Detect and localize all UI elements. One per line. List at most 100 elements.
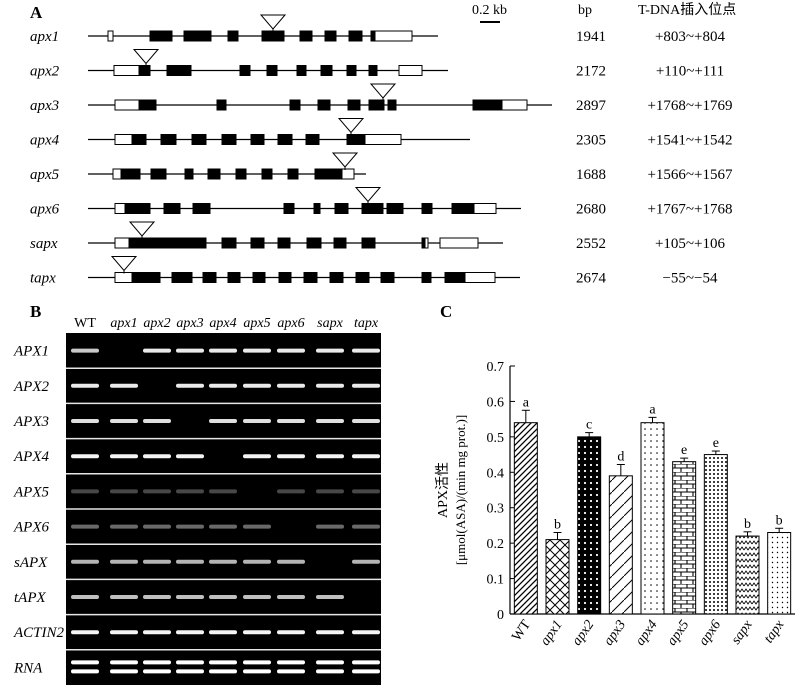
exon [324,30,337,42]
tdna-insertion-marker [128,221,156,239]
exon [250,134,265,145]
rna-band-upper [143,660,171,665]
bar [703,454,728,615]
gene-length: 2674 [576,271,607,287]
gene-structure-panel: A 0.2 kb bp T-DNA插入位点 apx1 1941 +803~+804a… [30,2,736,287]
gel-band [110,630,138,635]
gel-band [71,595,99,599]
gel-band [71,524,99,529]
gene-row-apx4: apx4 2305 +1541~+1542 [30,118,733,149]
bp-column-header: bp [578,3,592,18]
gel-band [352,524,380,529]
gel-band [110,383,138,388]
exon [370,30,376,42]
exon [124,203,151,214]
gel-band [352,454,380,459]
exon [171,272,193,283]
exon [421,203,433,214]
row-label: APX2 [13,379,49,395]
exon [320,65,333,76]
gel-band [143,348,171,353]
utr [114,237,130,249]
exon [346,65,357,76]
gel-band [243,524,271,529]
exon [183,30,212,42]
lane-label: apx6 [277,316,304,331]
row-label: ACTIN2 [13,625,65,641]
gene-length: 2172 [576,64,606,80]
exon [153,237,207,249]
gene-name: apx1 [30,29,59,45]
utr [113,65,140,76]
gel-band [176,348,204,353]
x-tick-label: apx5 [665,618,693,649]
exon [266,65,278,76]
insertion-site: −55~−54 [662,271,718,287]
utr [501,99,528,111]
exon [451,203,475,214]
bar [735,535,760,615]
gel-band [176,383,204,388]
y-axis-label-line1: APX活性 [435,462,451,518]
rna-band-lower [110,669,138,674]
row-label: APX1 [13,344,49,360]
x-tick-label: tapx [761,617,788,646]
gel-band [243,559,271,564]
bar [672,461,697,615]
gel-band [277,595,305,599]
gel-band [209,630,237,635]
exon [368,65,378,76]
gene-name: apx4 [30,133,60,149]
gel-band [143,524,171,529]
gel-band [316,489,344,494]
y-tick-label: 0.6 [487,395,505,410]
exon [131,134,147,145]
exon [361,203,384,214]
gel-band [209,348,237,353]
gel-band [243,419,271,423]
utr [341,168,355,180]
insertion-site: +110~+111 [656,64,724,80]
exon [131,272,161,283]
gel-band [110,419,138,423]
gel-band [243,630,271,635]
utr [112,168,122,180]
exon [306,237,322,249]
rna-band-upper [277,660,305,665]
utr [114,99,140,111]
gene-row-apx3: apx3 2897 +1768~+1769 [30,83,733,114]
x-tick-label: sapx [729,617,756,647]
gene-row-apx2: apx2 2172 +110~+111 [30,49,724,80]
gel-band [209,489,237,494]
gel-band [110,595,138,599]
gene-length: 1688 [576,167,606,183]
significance-letter: e [681,443,687,458]
exon [138,65,151,76]
rna-band-lower [143,669,171,674]
bar [513,422,538,615]
row-label: APX6 [13,520,49,536]
tdna-insertion-marker [331,152,359,170]
gene-length: 2305 [576,133,606,149]
gene-length: 2897 [576,98,607,114]
exon [160,134,177,145]
exon [305,134,320,145]
rna-band-upper [176,660,204,665]
exon [166,65,192,76]
bar [640,422,665,615]
exon [184,168,194,180]
rna-band-lower [209,669,237,674]
exon [216,99,227,111]
gel-band [277,419,305,423]
utr [464,272,496,283]
gel-band [71,383,99,388]
insertion-site: +105~+106 [655,236,726,252]
gel-band [352,419,380,423]
exon [289,99,301,111]
significance-letter: a [523,395,530,410]
gene-name: apx3 [30,98,59,114]
scale-label: 0.2 kb [472,3,507,18]
exon [227,30,239,42]
gene-length: 1941 [576,29,606,45]
significance-letter: e [713,436,719,451]
